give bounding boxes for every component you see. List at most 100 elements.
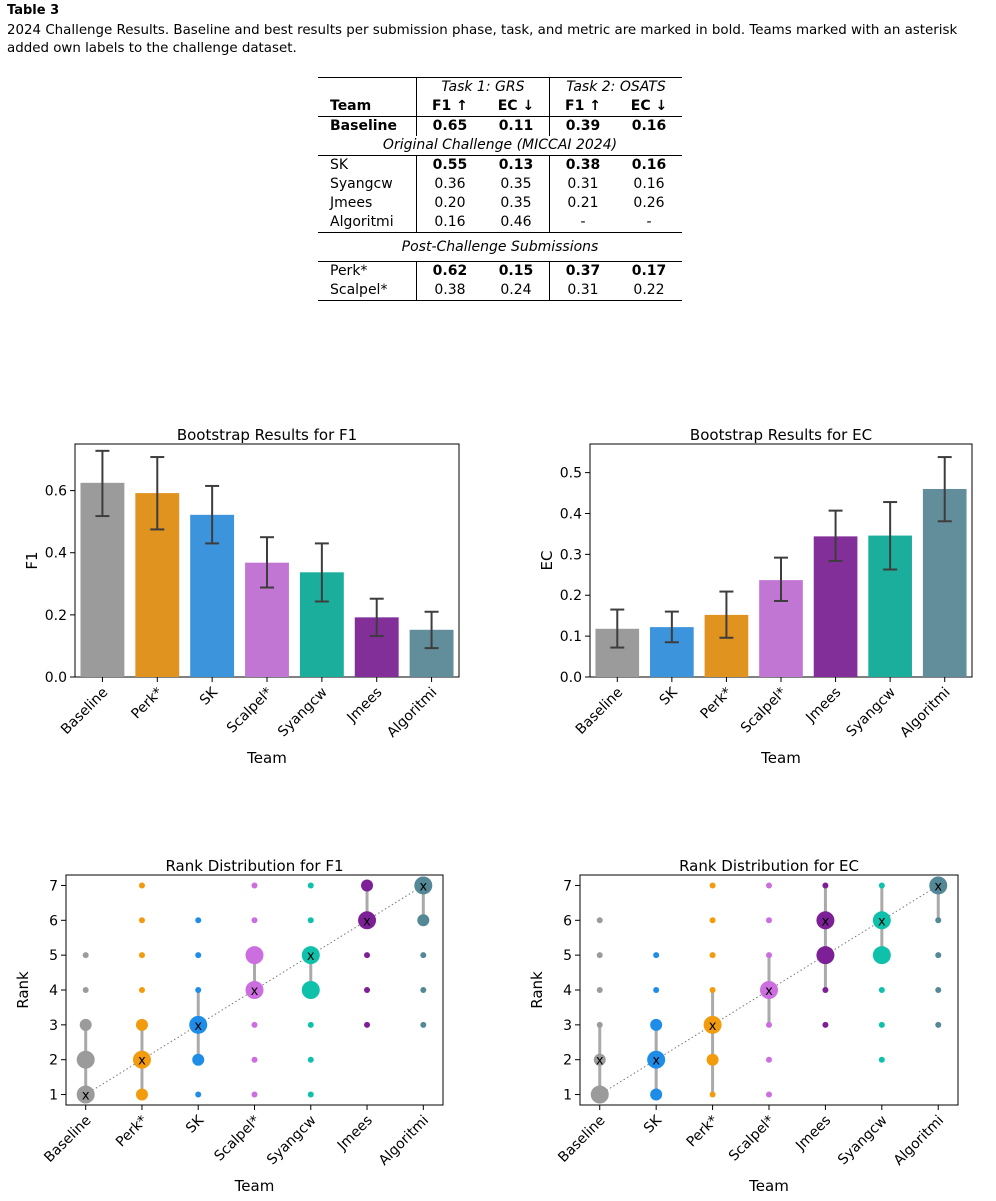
median-marker: x [138, 1054, 146, 1069]
table-cell: 0.16 [615, 116, 682, 136]
rank-dot [766, 882, 772, 889]
table-cell: 0.31 [548, 175, 616, 194]
y-tick-label: 0.6 [45, 484, 67, 500]
y-axis-label: EC [538, 551, 556, 571]
chart-title: Rank Distribution for EC [679, 857, 859, 875]
rank-dot [653, 987, 660, 993]
rank-dot [420, 1021, 427, 1028]
rank-dot [935, 917, 942, 924]
section-post-challenge: Post-Challenge Submissions [318, 232, 682, 262]
table-row: Perk* 0.62 0.15 0.37 0.17 [318, 261, 682, 281]
rank-dot [195, 987, 202, 993]
rank-dot [878, 1056, 885, 1063]
x-tick-label: Scalpel* [726, 1113, 778, 1165]
rank-dot [709, 882, 716, 889]
rank-dot [596, 1021, 603, 1028]
rank-dot [647, 1050, 666, 1069]
team-column-header: Team [330, 98, 372, 114]
team-name: Syangcw [330, 176, 393, 192]
median-marker: x [363, 914, 371, 929]
rank-dot [245, 946, 264, 965]
x-axis-label: Team [234, 1177, 275, 1195]
y-tick-label: 4 [49, 983, 58, 999]
rank-dot [414, 876, 433, 895]
task2-header: Task 2: OSATS [548, 77, 682, 97]
rank-dot [82, 987, 89, 993]
rank-dot [195, 1091, 202, 1098]
task1-header: Task 1: GRS [415, 77, 550, 97]
table-cell: 0.62 [415, 261, 483, 281]
rank-dot [878, 987, 885, 993]
table-cell: 0.24 [482, 281, 550, 301]
rank-dot [251, 1021, 258, 1028]
grs-ec-header: EC ↓ [497, 98, 535, 114]
y-tick-label: 2 [49, 1053, 58, 1069]
y-tick-label: 0.2 [560, 588, 582, 604]
x-tick-label: Syangcw [264, 1113, 320, 1169]
rank-dot [709, 952, 716, 959]
x-tick-label: Perk* [684, 1113, 722, 1151]
rank-dot [138, 952, 145, 959]
y-tick-label: 3 [563, 1018, 572, 1034]
rank-dot [766, 1091, 772, 1098]
rank-dot [364, 1021, 371, 1028]
x-tick-label: Algoritmi [897, 685, 953, 741]
rank-dot [703, 1015, 722, 1034]
rank-dot [132, 1050, 151, 1069]
y-tick-label: 5 [49, 948, 58, 964]
table-cell: 0.36 [415, 175, 483, 194]
x-tick-label: Jmees [344, 685, 386, 727]
table-cell: - [646, 214, 652, 230]
x-tick-label: Syangcw [275, 685, 331, 741]
y-axis-label: Rank [528, 971, 546, 1009]
rank-dot [76, 1050, 95, 1069]
rank-dot [195, 952, 202, 959]
y-tick-label: 7 [49, 878, 58, 894]
team-name: Baseline [318, 116, 417, 136]
y-tick-label: 0.4 [45, 546, 67, 562]
rank-dot [709, 987, 716, 993]
y-tick-label: 0.3 [560, 547, 582, 563]
table-row: Scalpel* 0.38 0.24 0.31 0.22 [318, 281, 682, 301]
rank-dot [816, 946, 835, 965]
rank-dot [364, 987, 371, 993]
table-cell: 0.35 [500, 176, 532, 192]
x-tick-label: Baseline [41, 1113, 94, 1166]
rank-dot [420, 952, 427, 959]
x-tick-label: Perk* [113, 1113, 151, 1151]
rank-dot [706, 1053, 719, 1066]
y-tick-label: 2 [563, 1053, 572, 1069]
rank-dot [251, 1091, 258, 1098]
rank-dot [878, 882, 885, 889]
rank-dot [251, 1056, 258, 1063]
chart-panel-2: Rank Distribution for F1 Team Rank x x x x x x x 1… [14, 857, 444, 1195]
rank-dot [361, 879, 374, 892]
rank-dot [82, 952, 89, 959]
rank-dot [76, 1085, 95, 1104]
table-cell: 0.38 [415, 281, 483, 301]
rank-dot [872, 911, 891, 930]
table-cell: 0.20 [415, 194, 483, 213]
table-cell: 0.16 [633, 176, 665, 192]
chart-title: Bootstrap Results for F1 [177, 426, 357, 444]
table-cell: - [548, 213, 616, 233]
x-tick-label: Syangcw [843, 685, 899, 741]
rank-dot [822, 882, 829, 889]
x-tick-label: Perk* [128, 685, 166, 723]
x-tick-label: Jmees [334, 1113, 376, 1155]
x-tick-label: Scalpel* [211, 1113, 263, 1165]
x-tick-label: Baseline [555, 1113, 608, 1166]
y-axis-label: Rank [14, 971, 32, 1009]
rank-dot [760, 981, 778, 999]
rank-dot [766, 952, 772, 959]
rank-dot [307, 917, 314, 924]
rank-dot [135, 1018, 148, 1031]
table-cell: 0.26 [633, 195, 665, 211]
table-row: SK 0.55 0.13 0.38 0.16 [318, 155, 682, 175]
median-marker: x [822, 914, 830, 929]
rank-dot [935, 1021, 942, 1028]
rank-dot [935, 987, 942, 993]
chart-panel-3: Rank Distribution for EC Team Rank x x x x x x x 1… [528, 857, 959, 1195]
team-name: Perk* [318, 261, 417, 281]
rank-dot [364, 952, 371, 959]
